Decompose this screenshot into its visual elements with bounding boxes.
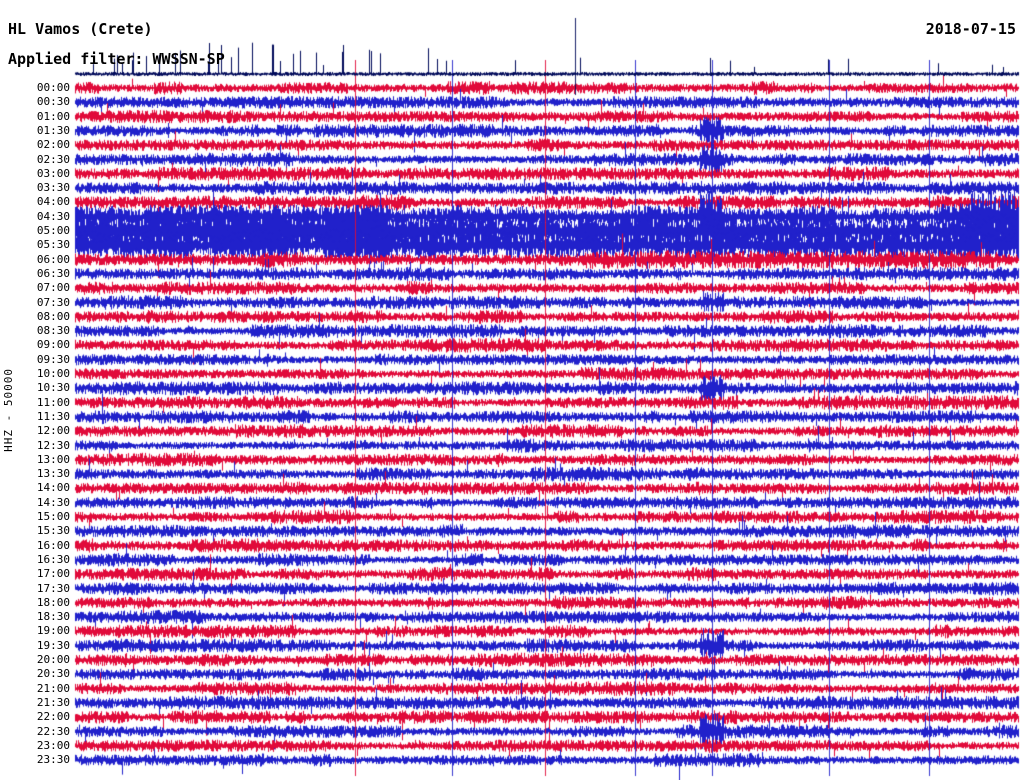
time-label: 10:00: [36, 367, 70, 380]
time-label: 11:00: [36, 395, 70, 409]
time-label: 17:30: [36, 581, 70, 595]
time-label: 02:30: [36, 152, 70, 166]
date-label: 2018-07-15: [925, 20, 1016, 38]
time-label: 22:30: [36, 724, 70, 738]
time-label: 20:30: [36, 667, 70, 681]
time-label: 06:00: [36, 252, 70, 266]
time-label: 07:00: [36, 281, 70, 295]
time-label: 10:30: [36, 381, 70, 395]
time-label: 13:00: [36, 452, 70, 466]
time-label: 14:00: [36, 481, 70, 495]
time-label: 21:00: [36, 681, 70, 695]
time-label: 18:00: [36, 595, 70, 609]
time-label: 09:00: [36, 338, 70, 352]
time-label: 05:00: [36, 224, 70, 237]
time-label: 06:30: [36, 266, 70, 280]
time-label: 15:30: [36, 524, 70, 538]
time-label: 00:30: [36, 95, 70, 109]
time-label: 19:30: [36, 638, 70, 652]
time-label: 04:30: [36, 209, 70, 223]
time-label: 12:30: [36, 438, 70, 452]
time-label: 14:30: [36, 495, 70, 509]
time-label: 05:30: [36, 238, 70, 252]
time-label: 15:00: [36, 510, 70, 523]
time-label: 16:00: [36, 538, 70, 552]
time-label: 23:30: [36, 753, 70, 767]
time-label: 04:00: [36, 195, 70, 209]
time-label: 07:30: [36, 295, 70, 309]
time-label: 12:00: [36, 424, 70, 438]
time-label: 08:30: [36, 324, 70, 338]
time-label: 03:30: [36, 181, 70, 195]
time-label: 22:00: [36, 710, 70, 724]
time-label: 20:00: [36, 653, 70, 666]
time-label: 16:30: [36, 552, 70, 566]
time-label: 02:00: [36, 138, 70, 152]
time-label: 00:00: [36, 81, 70, 94]
time-label: 11:30: [36, 409, 70, 423]
time-label: 13:30: [36, 467, 70, 481]
time-label: 17:00: [36, 567, 70, 581]
time-label: 01:30: [36, 123, 70, 137]
station-title: HL Vamos (Crete): [8, 20, 153, 38]
filter-label: Applied filter: WWSSN-SP: [8, 50, 225, 68]
time-label: 03:00: [36, 166, 70, 180]
time-label: 21:30: [36, 695, 70, 709]
time-label: 08:00: [36, 309, 70, 323]
time-label: 18:30: [36, 610, 70, 624]
time-label: 09:30: [36, 352, 70, 366]
time-label: 23:00: [36, 738, 70, 752]
time-label: 19:00: [36, 624, 70, 638]
time-label: 01:00: [36, 109, 70, 123]
